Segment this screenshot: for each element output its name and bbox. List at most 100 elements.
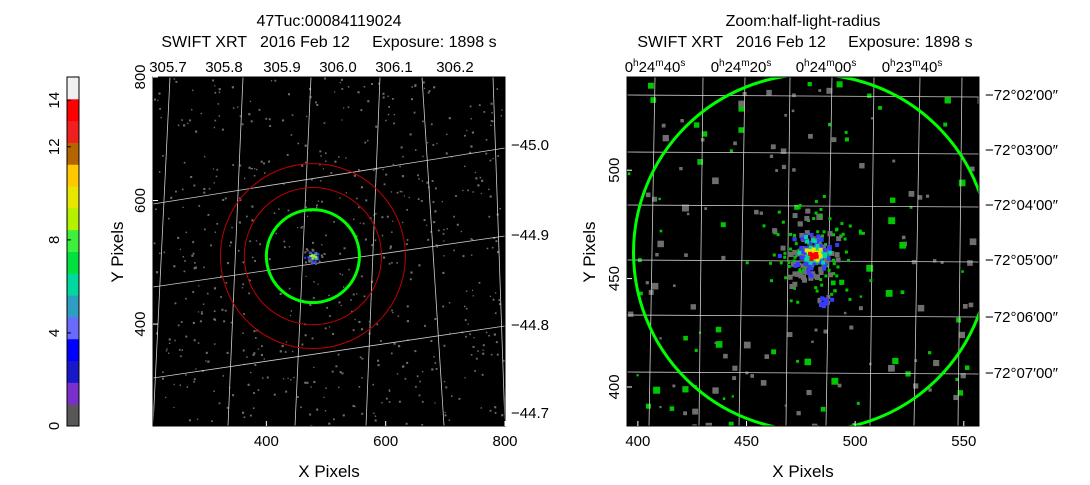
photon-event — [364, 238, 367, 241]
photon-event — [650, 97, 657, 103]
photon-event — [200, 112, 203, 115]
photon-event — [232, 394, 235, 397]
photon-event — [338, 156, 340, 158]
photon-event — [657, 240, 664, 248]
colorbar-tick-label: 8 — [46, 236, 63, 244]
source-pixel — [308, 260, 311, 263]
photon-event — [250, 168, 252, 170]
photon-event — [324, 152, 327, 155]
photon-event — [168, 217, 170, 220]
source-pixel — [834, 252, 840, 258]
photon-event — [159, 107, 161, 110]
right-x-axis-label: X Pixels — [772, 462, 833, 481]
photon-event — [766, 89, 772, 96]
photon-event — [382, 168, 384, 171]
source-pixel — [824, 248, 830, 254]
source-pixel — [790, 261, 796, 267]
photon-event — [462, 255, 465, 258]
top-tick-label: 0h24m40s — [625, 58, 686, 76]
photon-event — [399, 190, 402, 193]
photon-event — [301, 164, 304, 167]
source-pixel — [769, 261, 773, 265]
photon-event — [325, 234, 327, 237]
photon-event — [158, 92, 161, 95]
photon-event — [310, 210, 312, 212]
grid-line — [421, 77, 445, 426]
photon-event — [445, 386, 448, 389]
photon-event — [388, 262, 391, 265]
source-pixel — [846, 258, 850, 262]
photon-event — [433, 356, 435, 358]
photon-event — [448, 419, 451, 422]
photon-event — [199, 320, 202, 323]
photon-event — [899, 241, 907, 249]
photon-event — [804, 358, 812, 366]
photon-event — [426, 142, 429, 144]
photon-event — [858, 306, 863, 311]
source-pixel — [805, 239, 810, 244]
photon-event — [324, 410, 327, 412]
photon-event — [446, 228, 448, 230]
photon-event — [469, 105, 472, 108]
photon-event — [256, 168, 258, 171]
source-pixel — [834, 228, 838, 232]
colorbar-tick-label: 0 — [46, 422, 63, 430]
photon-event — [464, 319, 467, 321]
photon-event — [417, 198, 420, 200]
photon-event — [796, 411, 801, 416]
photon-event — [239, 199, 242, 201]
photon-event — [446, 133, 448, 135]
photon-event — [347, 86, 350, 88]
photon-event — [165, 396, 167, 399]
photon-event — [203, 155, 206, 158]
x-tick-label: 550 — [951, 433, 976, 450]
photon-event — [252, 407, 255, 409]
source-pixel — [777, 254, 782, 259]
photon-event — [274, 79, 277, 82]
photon-event — [263, 162, 266, 165]
photon-event — [275, 232, 278, 235]
photon-event — [494, 411, 497, 414]
photon-event — [193, 380, 195, 383]
photon-event — [223, 320, 226, 323]
photon-event — [826, 87, 833, 94]
photon-event — [351, 310, 353, 313]
photon-event — [470, 118, 472, 120]
photon-event — [249, 100, 252, 103]
photon-event — [305, 275, 307, 278]
photon-event — [463, 305, 466, 308]
photon-event — [434, 187, 437, 190]
photon-event — [859, 163, 865, 169]
photon-event — [339, 273, 341, 275]
photon-event — [179, 248, 181, 250]
photon-event — [470, 354, 473, 356]
source-pixel — [792, 237, 797, 242]
photon-event — [944, 97, 951, 104]
photon-event — [423, 219, 426, 222]
photon-event — [381, 402, 383, 404]
source-pixel — [312, 249, 315, 252]
source-pixel — [792, 233, 796, 237]
source-pixel — [804, 234, 809, 239]
photon-event — [391, 261, 393, 264]
photon-event — [391, 231, 393, 233]
photon-event — [203, 187, 206, 191]
photon-event — [253, 352, 256, 355]
photon-event — [243, 416, 246, 419]
photon-event — [238, 221, 241, 224]
photon-event — [206, 292, 209, 295]
photon-event — [342, 286, 345, 288]
photon-event — [305, 115, 308, 118]
right-y-ticks: 400 450 500 — [606, 158, 632, 399]
source-pixel — [869, 279, 873, 283]
grid-line — [492, 77, 505, 426]
source-pixel — [836, 265, 840, 269]
photon-event — [400, 146, 403, 149]
right-tick-label: −72°04′00″ — [985, 197, 1059, 214]
photon-event — [408, 196, 410, 199]
source-pixel — [811, 247, 816, 252]
photon-event — [181, 119, 183, 121]
source-pixel — [818, 260, 823, 265]
photon-event — [286, 153, 289, 156]
photon-event — [818, 89, 822, 92]
